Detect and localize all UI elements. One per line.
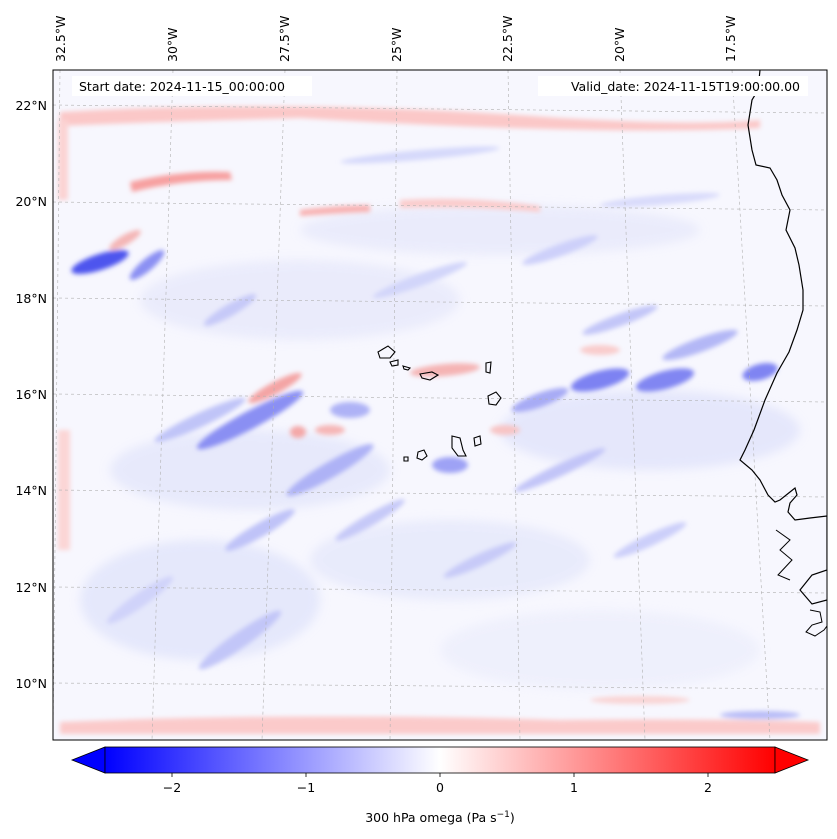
gridlines (53, 70, 827, 740)
island-boa-vista (487, 391, 502, 406)
lon-tick-label: 30°W (165, 27, 180, 62)
lon-tick-label: 25°W (389, 27, 404, 62)
lat-tick-label: 10°N (15, 676, 47, 691)
island-fogo (416, 449, 428, 461)
colorbar-gradient (104, 746, 776, 774)
colorbar: −2 −1 0 1 2 300 hPa omega (Pa s−1) (70, 746, 810, 825)
colorbar-tick-label: 0 (436, 780, 444, 795)
colorbar-ticks (171, 773, 709, 777)
lat-tick-label: 16°N (15, 387, 47, 402)
colorbar-extend-left (70, 746, 106, 774)
coastline-guinea-bissau (805, 609, 827, 637)
lat-tick-label: 20°N (15, 194, 47, 209)
valid-date-text: Valid_date: 2024-11-15T19:00:00.00 (571, 79, 800, 94)
lon-tick-labels: 32.5°W 30°W 27.5°W 25°W 22.5°W 20°W 17.5… (53, 16, 738, 62)
start-date-text: Start date: 2024-11-15_00:00:00 (79, 79, 285, 94)
island-maio (473, 435, 482, 447)
coastline-senegal-detail (775, 529, 793, 581)
omega-field (58, 106, 820, 734)
lat-tick-label: 14°N (15, 483, 47, 498)
island-brava (403, 456, 409, 462)
colorbar-tick-label: −2 (163, 780, 181, 795)
lat-tick-label: 18°N (15, 291, 47, 306)
valid-date-box (538, 76, 808, 96)
colorbar-label: 300 hPa omega (Pa s−1) (365, 810, 515, 825)
lon-tick-label: 17.5°W (723, 16, 738, 62)
lon-tick-label: 32.5°W (53, 16, 68, 62)
cabo-verde-islands (377, 345, 502, 462)
island-santo-antao (377, 345, 396, 359)
map-panel: Start date: 2024-11-15_00:00:00 Valid_da… (52, 69, 828, 741)
lon-tick-label: 27.5°W (277, 16, 292, 62)
island-santiago (451, 435, 467, 457)
island-santa-luzia (402, 365, 412, 371)
island-sao-nicolau (419, 371, 440, 381)
start-date-box (72, 76, 312, 96)
lat-tick-label: 12°N (15, 580, 47, 595)
lat-tick-label: 22°N (15, 98, 47, 113)
colorbar-tick-label: −1 (297, 780, 315, 795)
lon-tick-label: 20°W (612, 27, 627, 62)
lat-tick-labels: 22°N 20°N 18°N 16°N 14°N 12°N 10°N (15, 98, 47, 691)
island-sal (485, 361, 492, 374)
colorbar-tick-label: 2 (704, 780, 712, 795)
lon-tick-label: 22.5°W (500, 16, 515, 62)
colorbar-tick-label: 1 (570, 780, 578, 795)
island-sao-vicente (389, 359, 399, 367)
map-frame (52, 69, 828, 741)
coastline-africa (739, 70, 827, 605)
colorbar-extend-right (774, 746, 810, 774)
